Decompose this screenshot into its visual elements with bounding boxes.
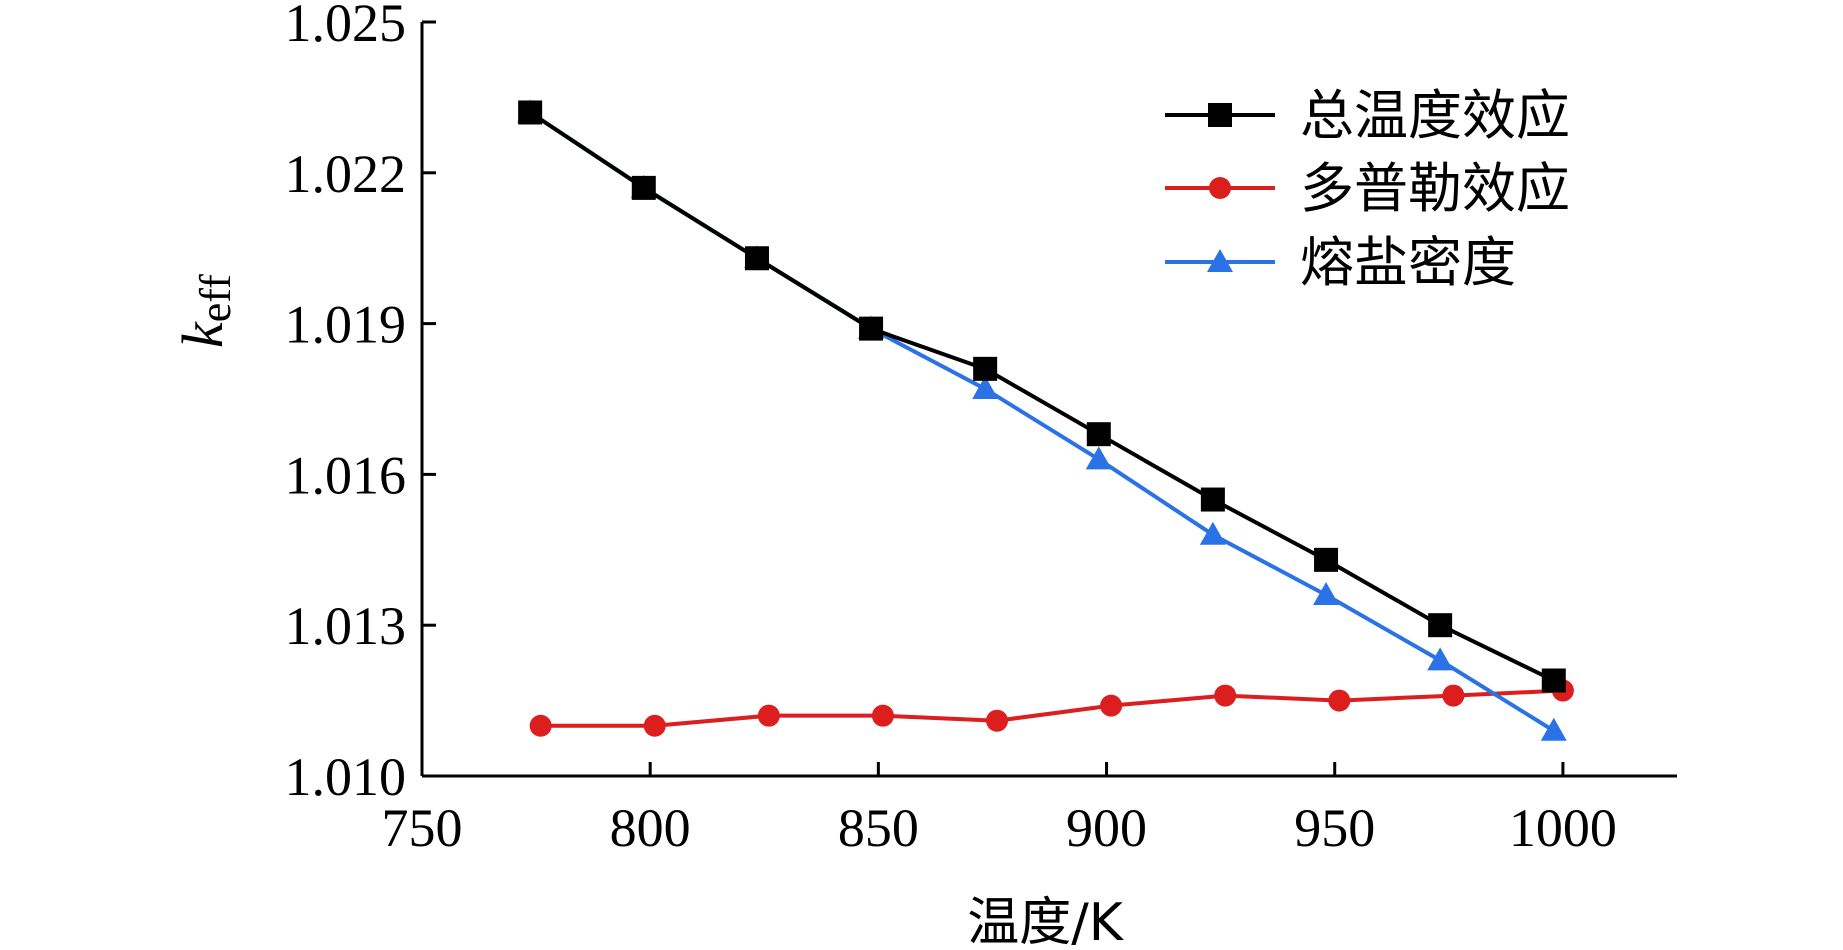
data-point xyxy=(1313,582,1340,606)
data-point xyxy=(1442,684,1465,707)
data-point xyxy=(1541,668,1566,693)
legend-item-doppler: 多普勒效应 xyxy=(1165,157,1570,220)
data-point xyxy=(986,709,1009,732)
x-ticks: 750 800 850 900 950 1000 xyxy=(382,762,1617,858)
series-line xyxy=(529,110,1555,683)
y-tick-label: 1.019 xyxy=(285,295,407,355)
data-point xyxy=(757,704,780,727)
data-point xyxy=(973,356,998,381)
data-point xyxy=(1085,446,1112,470)
data-point xyxy=(1328,689,1351,712)
data-point xyxy=(972,375,999,399)
y-axis-label-sub: eff xyxy=(191,274,240,322)
y-axis-label: keff xyxy=(170,274,240,348)
data-point xyxy=(1199,521,1226,545)
data-point xyxy=(518,100,543,125)
x-axis-label: 温度/K xyxy=(967,893,1125,950)
legend-item-total: 总温度效应 xyxy=(1165,84,1570,147)
data-point xyxy=(1314,547,1339,572)
series-line xyxy=(540,688,1564,728)
x-tick-label: 800 xyxy=(610,798,691,858)
data-point xyxy=(631,175,656,200)
data-point xyxy=(859,316,884,341)
data-point xyxy=(871,704,894,727)
x-tick-label: 850 xyxy=(838,798,919,858)
data-point xyxy=(1427,647,1454,671)
data-point xyxy=(1540,717,1567,741)
legend-marker xyxy=(1209,177,1231,199)
series-doppler xyxy=(529,679,1574,737)
y-axis-label-main: k xyxy=(170,321,235,348)
y-tick-label: 1.016 xyxy=(285,445,407,505)
legend-label: 熔盐密度 xyxy=(1300,231,1516,294)
data-point xyxy=(744,246,769,271)
x-tick-label: 950 xyxy=(1294,798,1375,858)
data-point xyxy=(529,714,552,737)
y-tick-label: 1.013 xyxy=(285,596,407,656)
data-point xyxy=(1200,487,1225,512)
legend-item-density: 熔盐密度 xyxy=(1165,231,1516,294)
data-point xyxy=(1214,684,1237,707)
series-layer xyxy=(517,99,1574,741)
axes xyxy=(420,22,1677,778)
legend-marker xyxy=(1208,103,1232,127)
x-tick-label: 1000 xyxy=(1509,798,1617,858)
x-tick-label: 900 xyxy=(1066,798,1147,858)
legend-marker xyxy=(1207,249,1233,272)
data-point xyxy=(643,714,666,737)
legend-label: 总温度效应 xyxy=(1300,84,1570,147)
data-point xyxy=(1100,694,1123,717)
y-tick-label: 1.010 xyxy=(285,747,407,807)
y-tick-label: 1.025 xyxy=(285,0,407,53)
legend-label: 多普勒效应 xyxy=(1300,157,1570,220)
data-point xyxy=(1086,422,1111,447)
y-tick-label: 1.022 xyxy=(285,144,407,204)
y-ticks: 1.010 1.013 1.016 1.019 1.022 1.025 xyxy=(285,0,436,807)
x-tick-label: 750 xyxy=(382,798,463,858)
series-total xyxy=(518,100,1566,693)
data-point xyxy=(1428,613,1453,638)
